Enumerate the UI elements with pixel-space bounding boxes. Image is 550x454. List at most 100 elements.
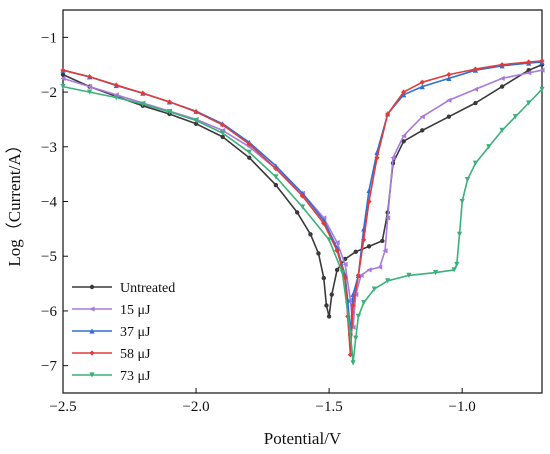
data-point [446,114,452,119]
data-point [166,99,173,105]
data-point [539,86,545,92]
legend-label: 15 μJ [120,303,151,318]
data-point [353,249,358,255]
series-group [60,84,545,366]
data-point [446,97,452,103]
data-point [347,352,353,358]
data-point [294,210,300,215]
data-point [456,231,463,237]
legend-swatch-marker [89,328,95,334]
x-tick-label: −2.0 [182,399,209,415]
series-line [62,60,543,356]
data-point [273,182,279,188]
data-point [347,330,353,336]
data-point [512,114,518,120]
data-point [358,272,364,278]
data-point [486,144,492,150]
legend-swatch-marker [89,350,95,356]
data-point [347,297,353,303]
legend-item: 58 μJ [72,347,151,362]
data-point [326,314,332,319]
data-point [113,82,119,88]
y-axis-title: Log（Current/A） [5,136,24,266]
data-point [321,215,327,221]
legend-swatch-marker [89,284,95,290]
legend-label: 73 μJ [120,369,151,384]
data-point [420,128,425,133]
data-point [308,232,313,237]
data-point [273,174,279,180]
data-point [371,286,377,292]
data-point [353,335,359,341]
data-point [361,237,367,243]
data-point [350,302,356,309]
data-point [446,71,452,78]
data-point [401,89,407,95]
data-point [380,238,385,244]
data-point [246,141,252,147]
y-tick-label: −3 [41,140,57,156]
legend-label: 37 μJ [120,325,151,340]
data-point [401,139,406,144]
data-point [401,133,407,139]
data-point [273,166,279,172]
data-point [526,100,532,106]
data-point [539,58,545,64]
data-point [499,84,505,89]
data-point [472,160,479,166]
y-tick-label: −5 [41,249,57,265]
data-point [316,251,321,256]
data-point [464,177,471,183]
data-point [361,300,367,306]
legend-label: 58 μJ [120,347,151,362]
data-point [299,204,306,210]
data-point [355,272,361,278]
data-point [539,67,545,73]
data-point [246,149,252,155]
data-point [374,155,380,161]
data-point [193,121,199,127]
legend-item: Untreated [72,281,175,296]
y-tick-label: −2 [41,85,57,101]
data-point [406,272,412,278]
data-point [334,267,340,273]
data-point [419,84,425,90]
data-point [299,193,306,199]
data-point [247,155,252,160]
data-point [382,248,388,254]
data-point [419,114,425,120]
legend-swatch-marker [89,306,95,312]
data-point [321,220,327,226]
data-point [87,89,93,95]
data-point [385,111,391,117]
legend-item: 37 μJ [72,325,151,340]
data-point [355,313,361,319]
data-point [342,261,348,268]
data-point [350,324,356,330]
data-point [473,100,478,106]
y-tick-label: −7 [41,359,57,375]
data-point [526,59,532,65]
data-point [451,267,457,273]
data-point [499,75,505,81]
data-point [432,270,439,276]
data-point [419,79,425,85]
data-point [166,109,173,115]
data-point [342,275,348,281]
x-tick-label: −1.0 [449,399,476,415]
data-point [321,275,326,281]
data-point [60,84,66,90]
data-point [366,198,372,205]
data-point [193,109,199,115]
data-point [526,70,532,76]
y-tick-label: −4 [41,195,57,211]
legend-item: 73 μJ [72,369,151,384]
data-point [472,66,479,72]
data-point [324,303,329,308]
x-axis-ticks: −2.5 −2.0 −1.5 −1.0 [49,388,476,415]
legend-item: 15 μJ [72,303,151,318]
data-point [60,72,66,77]
data-point [140,101,146,107]
y-tick-label: −6 [41,304,57,320]
